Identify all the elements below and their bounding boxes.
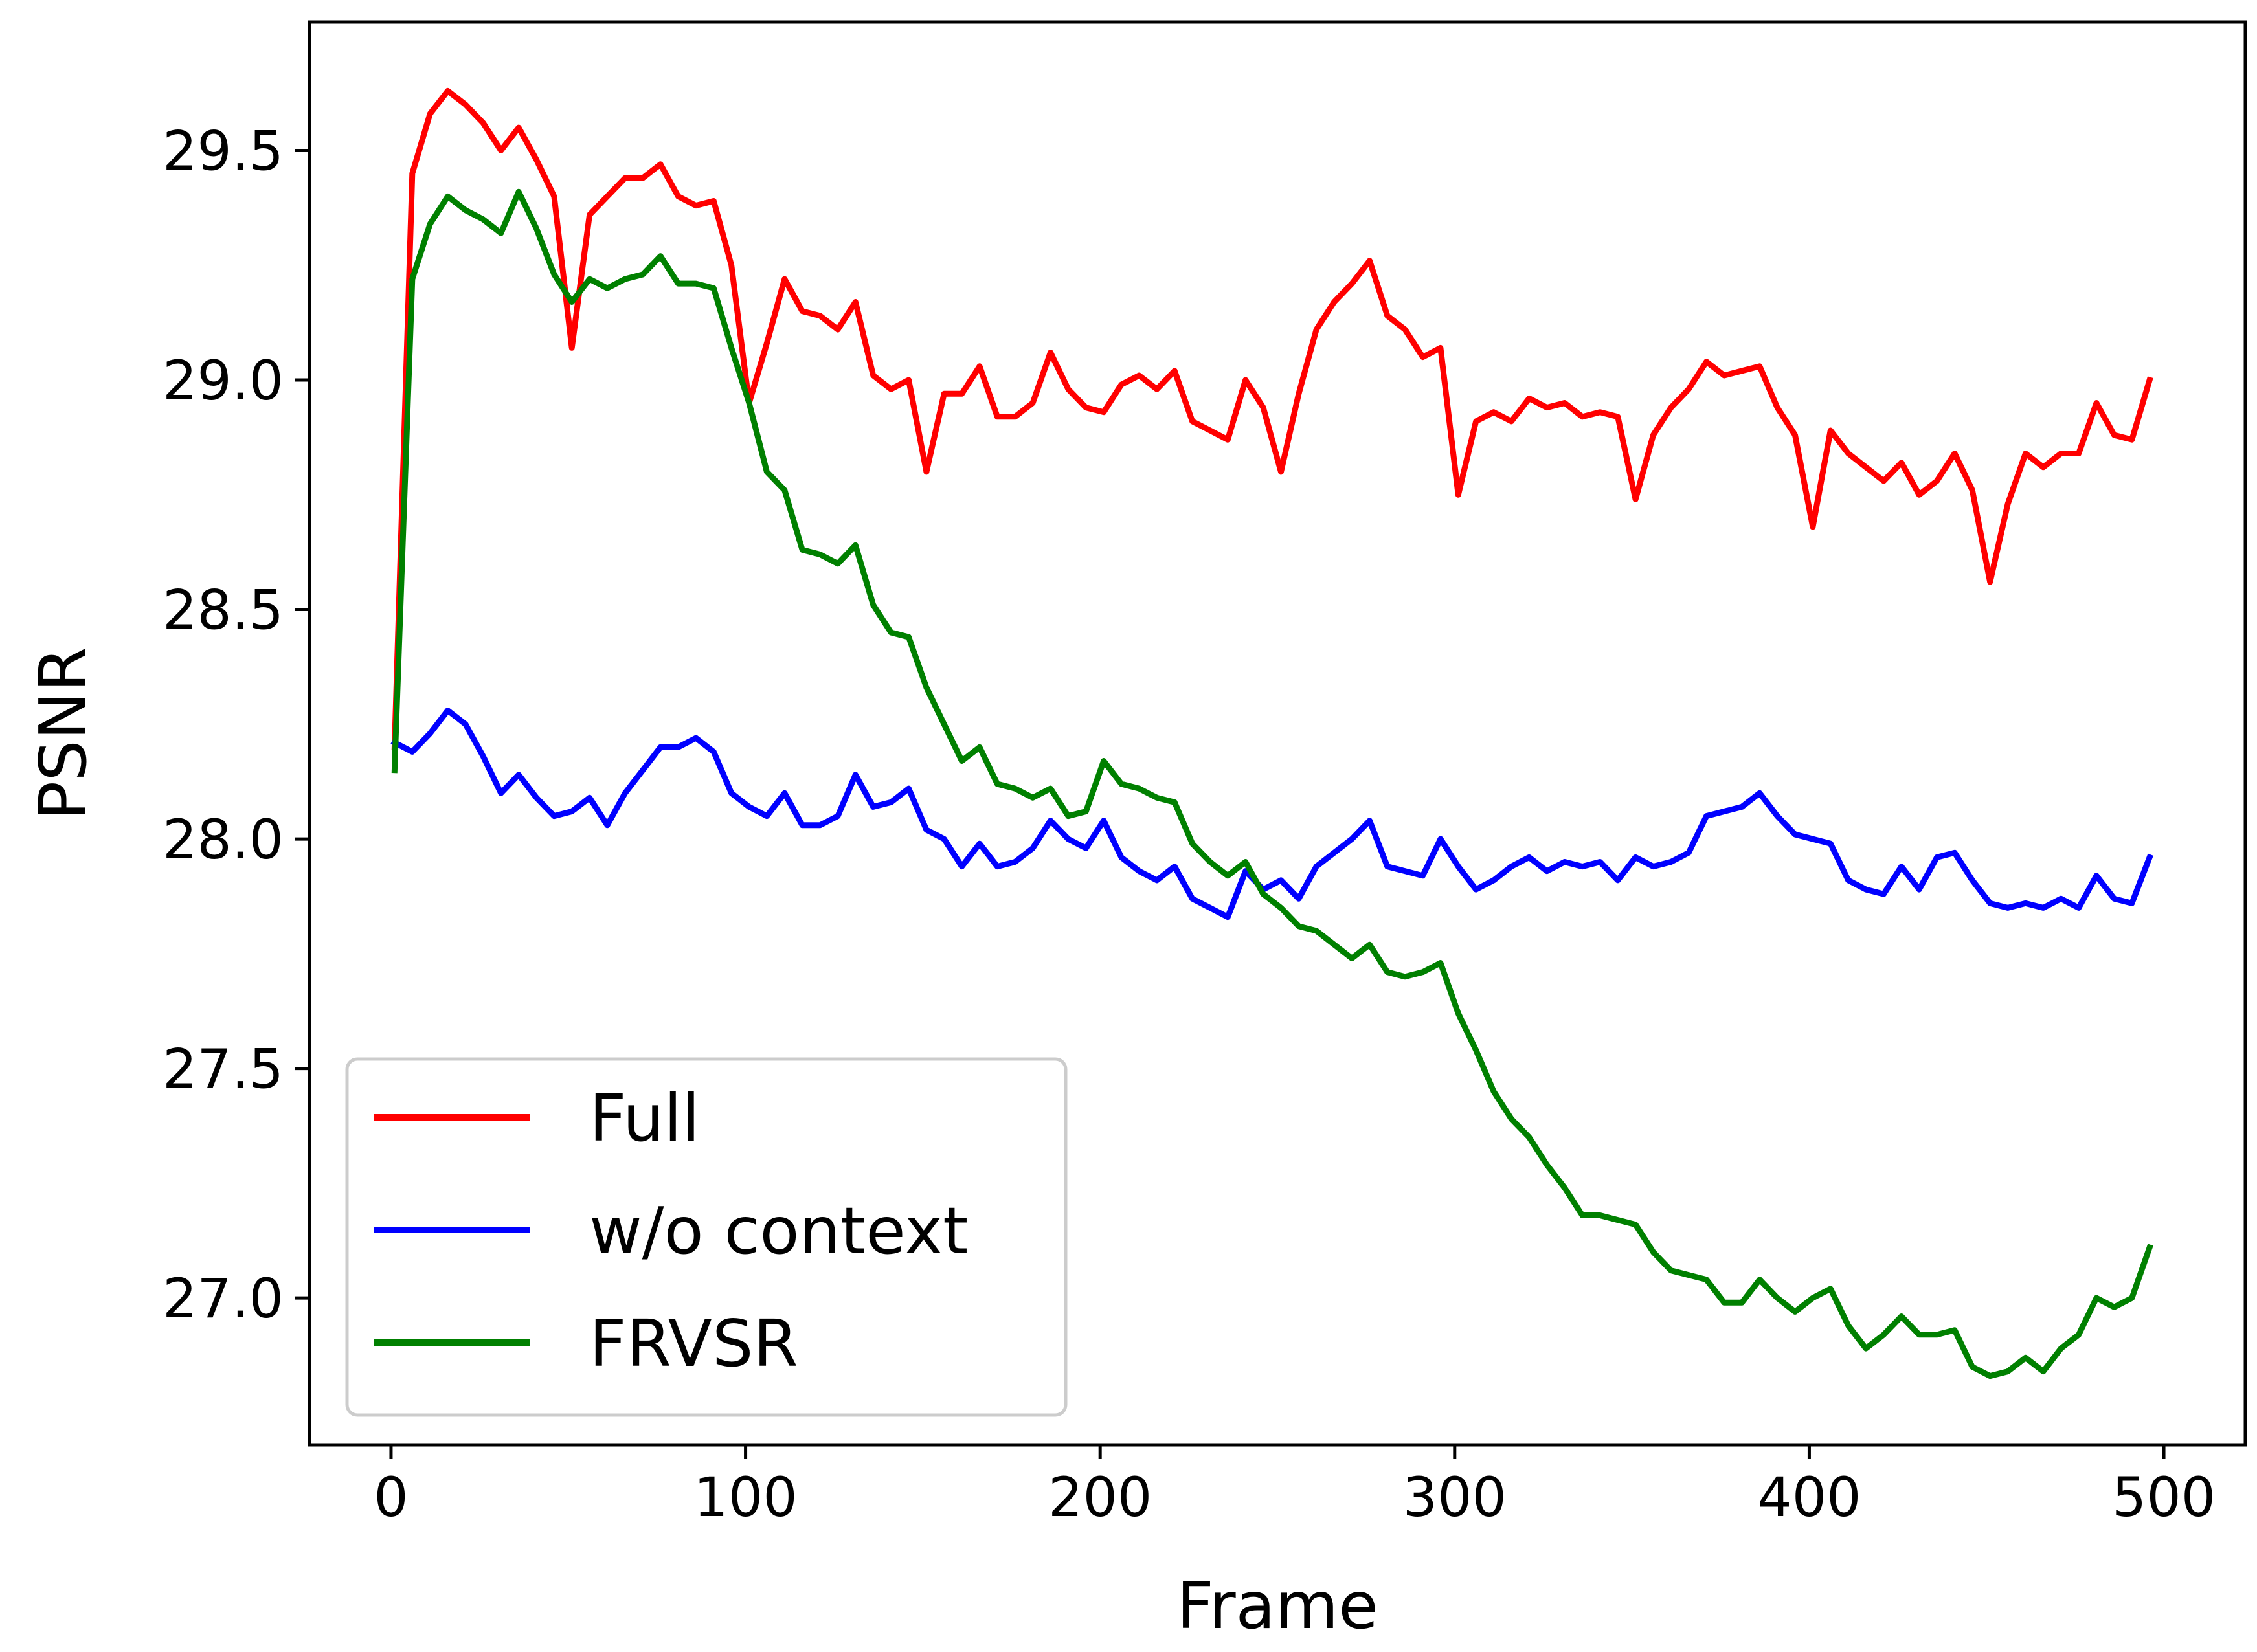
y-tick-label: 27.5 — [163, 1038, 284, 1101]
y-axis-ticks: 27.0 27.5 28.0 28.5 29.0 29.5 — [163, 120, 309, 1330]
legend-label-full: Full — [589, 1080, 700, 1156]
x-axis-label: Frame — [1176, 1568, 1378, 1644]
y-tick-label: 29.5 — [163, 120, 284, 183]
x-tick-label: 500 — [2112, 1466, 2216, 1529]
legend-label-wo-context: w/o context — [589, 1193, 968, 1269]
x-tick-label: 200 — [1048, 1466, 1152, 1529]
x-tick-label: 0 — [374, 1466, 408, 1529]
x-tick-label: 400 — [1757, 1466, 1861, 1529]
legend-box — [345, 1057, 1068, 1417]
x-tick-label: 100 — [693, 1466, 797, 1529]
series-line-frvsr — [391, 188, 2153, 1379]
plot-frame — [308, 20, 2247, 1447]
series-layer — [390, 87, 2153, 1379]
series-line-w-o-context — [390, 708, 2153, 921]
x-tick-label: 300 — [1403, 1466, 1507, 1529]
y-tick-label: 29.0 — [163, 349, 284, 412]
series-line-full — [391, 87, 2153, 750]
x-axis-ticks: 0 100 200 300 400 500 — [374, 1445, 2216, 1529]
legend: Full w/o context FRVSR — [345, 1057, 1068, 1417]
y-tick-label: 27.0 — [163, 1267, 284, 1330]
y-tick-label: 28.5 — [163, 579, 284, 642]
legend-label-frvsr: FRVSR — [589, 1306, 798, 1381]
y-axis-label: PSNR — [25, 647, 101, 820]
y-tick-label: 28.0 — [163, 808, 284, 871]
